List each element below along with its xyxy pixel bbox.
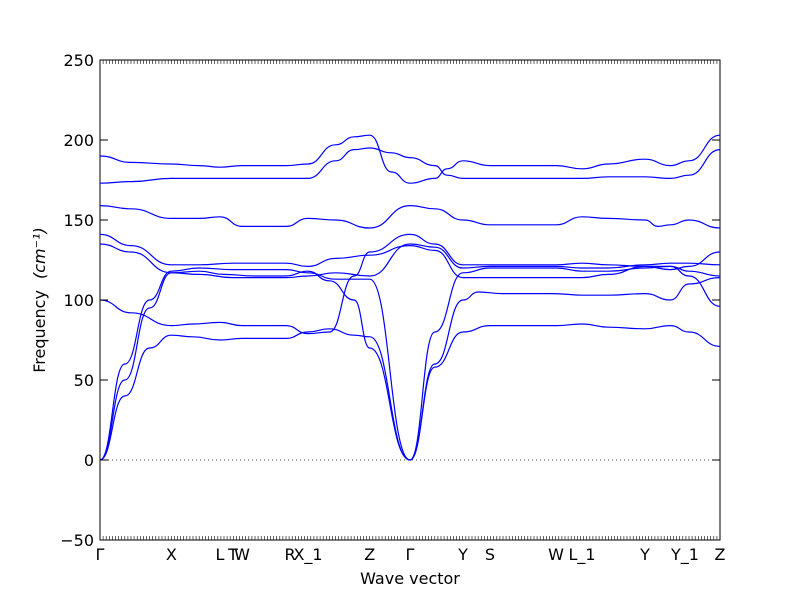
y-tick-label: −50 <box>60 531 94 550</box>
kpoint-label: Z <box>715 545 726 564</box>
kpoint-label: W <box>234 545 250 564</box>
y-tick-label: 250 <box>63 51 94 70</box>
kpoint-label: Γ <box>406 545 415 564</box>
kpoint-label: L <box>216 545 225 564</box>
y-tick-label: 200 <box>63 131 94 150</box>
y-axis-label-unit: (cm⁻¹) <box>30 227 49 279</box>
kpoint-label: W <box>548 545 564 564</box>
kpoint-label: Y <box>639 545 650 564</box>
phonon-band-3 <box>99 265 721 461</box>
y-tick-label: 150 <box>63 211 94 230</box>
phonon-band-5 <box>99 243 721 279</box>
x-axis-label: Wave vector <box>360 569 460 588</box>
y-axis-label: Frequency (cm⁻¹) <box>30 227 49 372</box>
kpoint-label: Y_1 <box>670 545 699 565</box>
kpoint-label: T <box>227 545 238 564</box>
phonon-band-2 <box>99 323 721 461</box>
y-axis-label-text: Frequency <box>30 290 49 373</box>
phonon-band-4 <box>99 233 721 335</box>
y-tick-label: 100 <box>63 291 94 310</box>
phonon-band-8 <box>99 147 721 184</box>
x-axis-kpoint-labels: Γ X L TW RX_1 Z Γ Y S W L_1 Y Y_1 Z <box>96 545 726 565</box>
minor-ticks <box>99 60 721 540</box>
kpoint-label: X_1 <box>293 545 322 565</box>
kpoint-label: Γ <box>96 545 105 564</box>
kpoint-label: Z <box>364 545 375 564</box>
phonon-band-9 <box>99 134 721 184</box>
plot-area <box>99 59 721 541</box>
phonon-band-6 <box>99 233 721 307</box>
y-tick-label: 50 <box>74 371 94 390</box>
kpoint-label: S <box>485 545 495 564</box>
kpoint-label: Y <box>457 545 468 564</box>
y-axis-label-group: Frequency (cm⁻¹) <box>30 227 49 372</box>
phonon-bands <box>99 134 721 461</box>
phonon-band-7 <box>99 204 721 229</box>
y-tick-label: 0 <box>84 451 94 470</box>
kpoint-label: L_1 <box>569 545 596 565</box>
phonon-band-1 <box>99 270 721 461</box>
y-axis-ticks: −50 0 50 100 150 200 250 <box>60 51 720 550</box>
kpoint-label: X <box>166 545 177 564</box>
plot-frame <box>99 59 721 541</box>
kpoint-label: R <box>284 545 295 564</box>
